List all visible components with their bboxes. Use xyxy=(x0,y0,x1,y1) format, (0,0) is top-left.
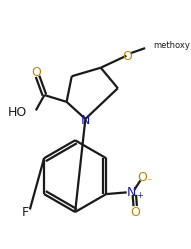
Text: O: O xyxy=(122,50,132,63)
Text: HO: HO xyxy=(8,106,27,119)
Text: O: O xyxy=(137,171,147,184)
Text: N: N xyxy=(127,186,137,199)
Text: F: F xyxy=(22,206,29,219)
Text: N: N xyxy=(81,114,90,127)
Text: methoxy: methoxy xyxy=(154,41,191,50)
Text: +: + xyxy=(136,191,143,200)
Text: O: O xyxy=(130,206,140,219)
Text: O: O xyxy=(31,66,41,79)
Text: ⁻: ⁻ xyxy=(146,177,151,187)
